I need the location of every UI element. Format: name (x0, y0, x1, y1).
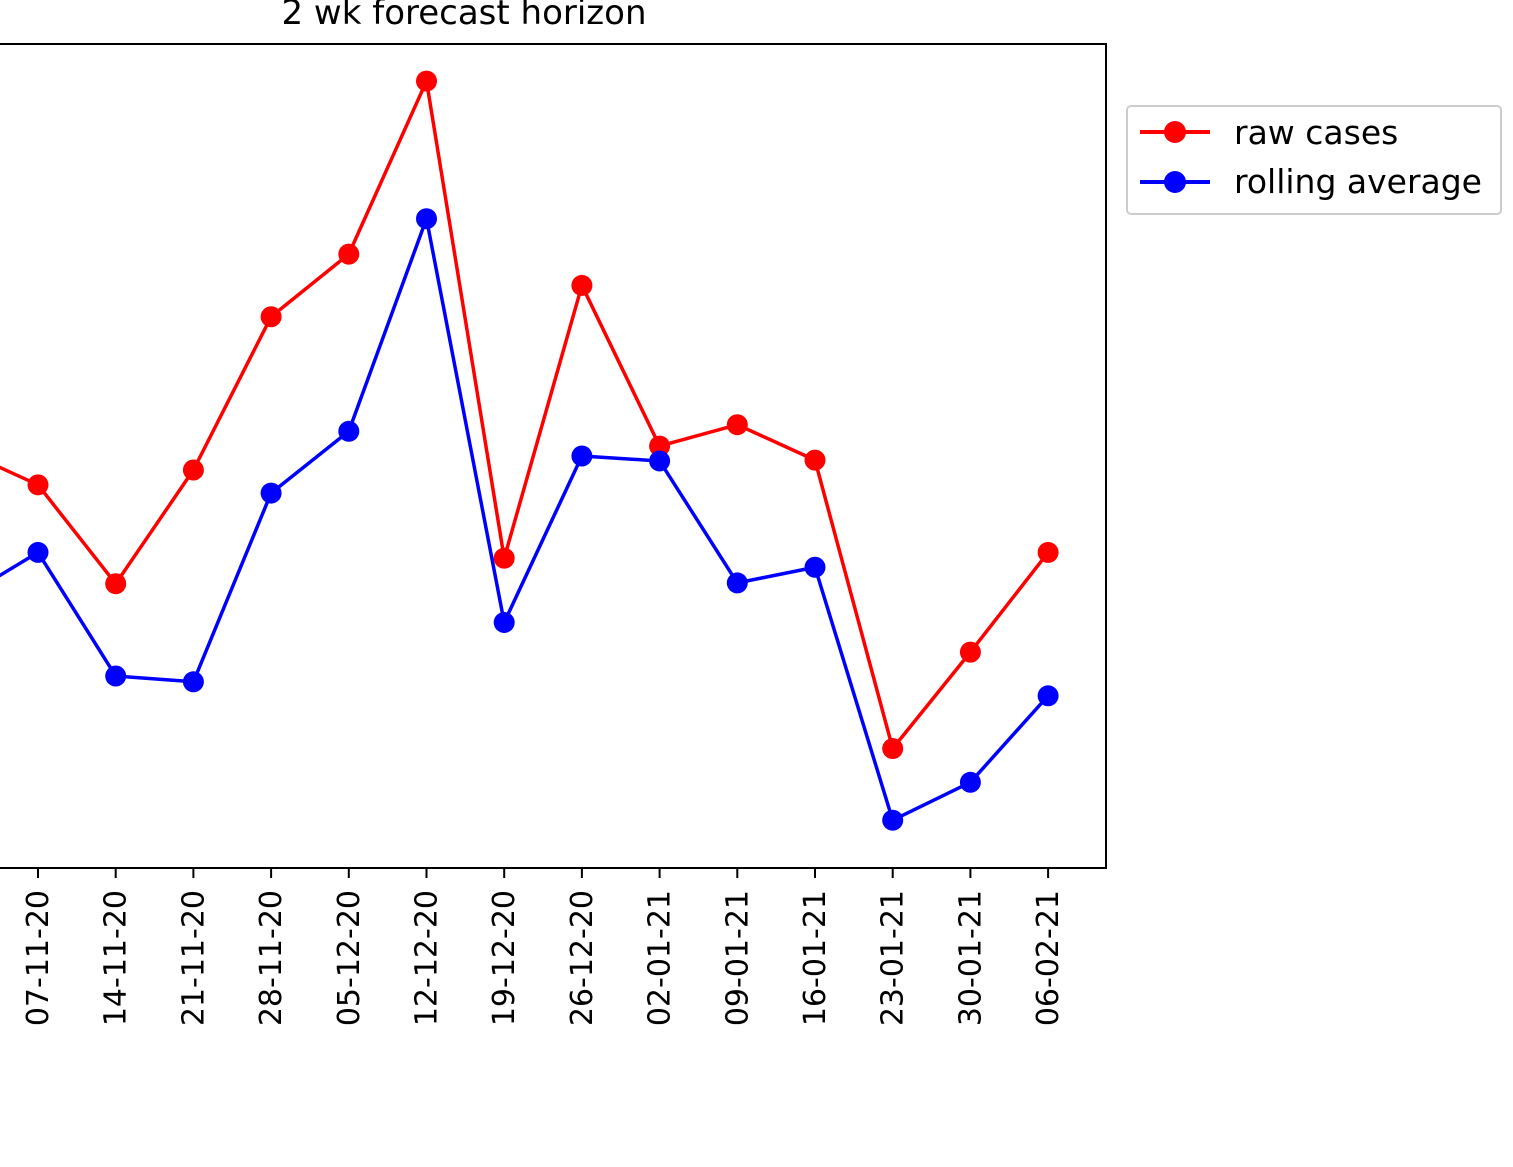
legend-box (1126, 105, 1502, 215)
data-point-raw-cases (804, 449, 826, 471)
data-point-raw-cases (260, 306, 282, 328)
series-layer (0, 70, 1059, 831)
data-point-raw-cases (959, 641, 981, 663)
x-tick-label: 07-11-20 (21, 890, 56, 1026)
x-tick-label: 02-01-21 (643, 890, 678, 1026)
series-line-rolling-average (0, 216, 1050, 822)
chart-title: 2 wk forecast horizon (281, 0, 646, 33)
data-point-raw-cases (571, 274, 593, 296)
x-axis: 07-11-20 14-11-20 21-11-20 28-11-20 05-12-20… (21, 868, 1066, 1026)
series-line-raw-cases (0, 79, 1050, 751)
data-point-raw-cases (338, 243, 360, 265)
x-tick-label: 12-12-20 (410, 890, 445, 1026)
data-point-rolling-average (27, 541, 49, 563)
plot-frame (0, 43, 1107, 869)
legend: raw cases rolling average (1126, 105, 1502, 215)
data-point-rolling-average (1037, 685, 1059, 707)
legend-raw-cases-label: raw cases (1234, 113, 1398, 152)
x-tick-label: 26-12-20 (565, 890, 600, 1026)
x-tick-label: 09-01-21 (720, 890, 755, 1026)
data-point-raw-cases (726, 414, 748, 436)
data-point-raw-cases (493, 547, 515, 569)
data-point-raw-cases (105, 573, 127, 595)
data-point-rolling-average (338, 420, 360, 442)
data-point-rolling-average (649, 450, 671, 472)
data-point-rolling-average (882, 809, 904, 831)
legend-rolling-average-marker (1164, 171, 1186, 193)
data-point-rolling-average (105, 665, 127, 687)
data-point-raw-cases (649, 435, 671, 457)
data-point-raw-cases (416, 70, 437, 92)
data-point-rolling-average (493, 611, 515, 633)
x-tick-label: 06-02-21 (1031, 890, 1066, 1026)
data-point-raw-cases (27, 474, 49, 496)
data-point-raw-cases (882, 738, 904, 760)
x-tick-label: 23-01-21 (876, 890, 911, 1026)
data-point-rolling-average (804, 556, 826, 578)
data-point-rolling-average (260, 482, 282, 504)
x-tick-label: 05-12-20 (332, 890, 367, 1026)
x-tick-label: 16-01-21 (798, 890, 833, 1026)
data-point-raw-cases (182, 459, 204, 481)
data-point-rolling-average (416, 208, 437, 230)
data-point-rolling-average (959, 771, 981, 793)
x-tick-label: 28-11-20 (254, 890, 289, 1026)
x-tick-label: 21-11-20 (176, 890, 211, 1026)
x-tick-label: 30-01-21 (953, 890, 988, 1026)
x-tick-label: 19-12-20 (487, 890, 522, 1026)
data-point-rolling-average (726, 572, 748, 594)
data-point-rolling-average (571, 445, 593, 467)
x-tick-label: 14-11-20 (99, 890, 134, 1026)
data-point-raw-cases (1037, 541, 1059, 563)
legend-rolling-average-label: rolling average (1234, 162, 1482, 201)
legend-raw-cases-marker (1164, 121, 1186, 143)
data-point-rolling-average (182, 671, 204, 693)
